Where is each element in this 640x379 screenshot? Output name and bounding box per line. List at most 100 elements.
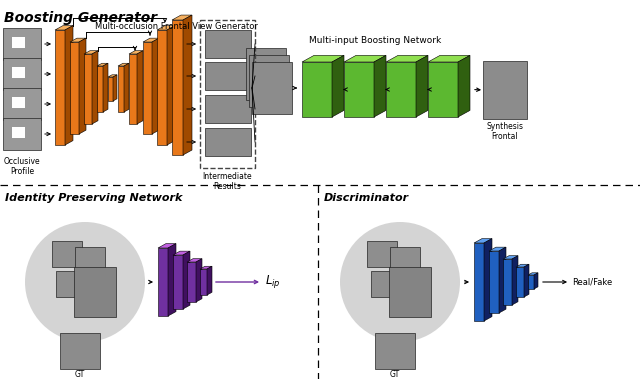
Polygon shape <box>129 54 137 124</box>
Polygon shape <box>499 247 506 313</box>
Text: Real/Fake: Real/Fake <box>572 277 612 287</box>
Polygon shape <box>70 38 86 42</box>
Polygon shape <box>173 255 183 309</box>
Polygon shape <box>512 256 518 305</box>
Bar <box>205 128 250 156</box>
Polygon shape <box>55 26 73 30</box>
Polygon shape <box>200 266 212 269</box>
Polygon shape <box>55 30 65 145</box>
Polygon shape <box>97 66 103 112</box>
Bar <box>74 267 116 317</box>
Polygon shape <box>489 251 499 313</box>
Bar <box>390 247 420 273</box>
Text: GT: GT <box>390 370 400 379</box>
Polygon shape <box>97 63 108 66</box>
Polygon shape <box>84 54 92 124</box>
Bar <box>252 62 292 114</box>
Polygon shape <box>458 55 470 117</box>
Polygon shape <box>196 259 202 302</box>
Polygon shape <box>113 75 117 101</box>
Polygon shape <box>428 55 470 62</box>
Polygon shape <box>103 63 108 112</box>
Polygon shape <box>489 247 506 251</box>
Text: Intermediate
Results: Intermediate Results <box>203 172 252 191</box>
Circle shape <box>25 222 145 342</box>
Bar <box>205 30 250 58</box>
Polygon shape <box>344 55 386 62</box>
Bar <box>483 61 527 119</box>
Bar <box>12 97 25 108</box>
Bar <box>375 333 415 369</box>
Polygon shape <box>92 51 98 124</box>
Polygon shape <box>474 243 484 321</box>
Text: $L_{ip}$: $L_{ip}$ <box>265 274 281 290</box>
Polygon shape <box>503 259 512 305</box>
Bar <box>12 127 25 138</box>
Polygon shape <box>183 251 190 309</box>
Polygon shape <box>474 239 492 243</box>
Bar <box>200 20 255 168</box>
Polygon shape <box>528 275 534 289</box>
Polygon shape <box>65 26 73 145</box>
Text: Identity Preserving Network: Identity Preserving Network <box>5 193 182 203</box>
Text: Discriminator: Discriminator <box>324 193 409 203</box>
Bar <box>205 95 250 123</box>
Bar <box>3 118 41 150</box>
Polygon shape <box>386 55 428 62</box>
Polygon shape <box>503 256 518 259</box>
Polygon shape <box>428 62 458 117</box>
Bar <box>12 37 25 48</box>
Bar <box>75 247 105 273</box>
Bar <box>12 67 25 78</box>
Bar <box>3 28 41 60</box>
Bar <box>52 241 82 267</box>
Polygon shape <box>200 269 207 295</box>
Polygon shape <box>108 77 113 101</box>
Polygon shape <box>528 273 538 275</box>
Polygon shape <box>70 42 79 134</box>
Polygon shape <box>137 51 143 124</box>
Polygon shape <box>158 244 176 248</box>
Polygon shape <box>484 239 492 321</box>
Polygon shape <box>524 264 529 297</box>
Circle shape <box>340 222 460 342</box>
Polygon shape <box>108 75 117 77</box>
Polygon shape <box>84 51 98 54</box>
Polygon shape <box>172 20 183 155</box>
Polygon shape <box>302 55 344 62</box>
Polygon shape <box>302 62 332 117</box>
Polygon shape <box>157 30 167 145</box>
Bar <box>246 48 286 100</box>
Bar <box>3 58 41 90</box>
Polygon shape <box>332 55 344 117</box>
Polygon shape <box>416 55 428 117</box>
Polygon shape <box>344 62 374 117</box>
Text: Occlusive
Profile: Occlusive Profile <box>4 157 40 176</box>
Polygon shape <box>187 259 202 262</box>
Polygon shape <box>129 51 143 54</box>
Bar <box>3 88 41 120</box>
Polygon shape <box>374 55 386 117</box>
Polygon shape <box>386 62 416 117</box>
Polygon shape <box>187 262 196 302</box>
Polygon shape <box>183 15 192 155</box>
Text: Multi-occlusion Frontal View Generator: Multi-occlusion Frontal View Generator <box>95 22 258 31</box>
Polygon shape <box>534 273 538 289</box>
Bar <box>389 267 431 317</box>
Text: Synthesis
Frontal: Synthesis Frontal <box>486 122 524 141</box>
Polygon shape <box>172 15 192 20</box>
Bar <box>249 55 289 107</box>
Polygon shape <box>173 251 190 255</box>
Polygon shape <box>143 42 152 134</box>
Polygon shape <box>167 26 175 145</box>
Text: Boosting Generator: Boosting Generator <box>4 11 157 25</box>
Bar <box>367 241 397 267</box>
Polygon shape <box>152 38 159 134</box>
Polygon shape <box>118 66 124 112</box>
Text: Multi-input Boosting Network: Multi-input Boosting Network <box>309 36 441 45</box>
Polygon shape <box>124 63 129 112</box>
Bar <box>371 271 401 297</box>
Bar <box>56 271 86 297</box>
Polygon shape <box>79 38 86 134</box>
Polygon shape <box>516 264 529 267</box>
